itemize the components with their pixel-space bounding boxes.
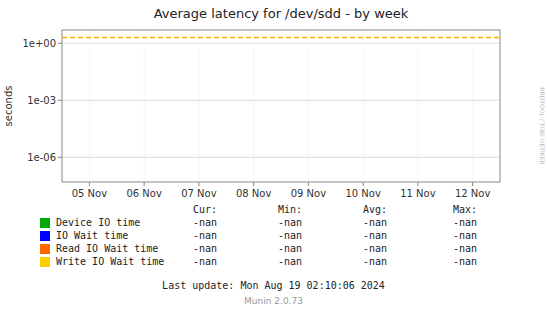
x-tick <box>417 182 418 186</box>
x-tick-label: 10 Nov <box>345 188 381 199</box>
y-tick <box>58 43 62 44</box>
y-tick <box>58 100 62 101</box>
x-grid-line <box>253 30 254 182</box>
credit: Munin 2.0.73 <box>244 296 303 306</box>
x-grid-line <box>308 30 309 182</box>
y-tick <box>58 157 62 158</box>
plot-area <box>62 37 500 38</box>
legend-value: -nan <box>363 230 387 241</box>
reference-line <box>62 37 500 39</box>
y-tick-label: 1e-06 <box>27 152 56 163</box>
title: Average latency for /dev/sdd - by week <box>154 6 409 21</box>
legend-swatch <box>40 218 50 228</box>
legend-entry: Device IO time <box>56 217 140 228</box>
x-tick <box>144 182 145 186</box>
x-tick-label: 07 Nov <box>181 188 217 199</box>
legend-value: -nan <box>363 243 387 254</box>
legend-value: -nan <box>363 256 387 267</box>
legend-value: -nan <box>278 230 302 241</box>
x-grid-line <box>417 30 418 182</box>
x-tick <box>198 182 199 186</box>
legend-column-header: Max: <box>453 204 477 215</box>
legend-entry: Read IO Wait time <box>56 243 158 254</box>
x-tick-label: 12 Nov <box>455 188 491 199</box>
x-grid-line <box>363 30 364 182</box>
legend-value: -nan <box>278 256 302 267</box>
chart: Average latency for /dev/sdd - by week 1e… <box>0 0 547 311</box>
y-grid-line <box>62 43 500 44</box>
x-tick <box>472 182 473 186</box>
x-tick <box>363 182 364 186</box>
legend-value: -nan <box>363 217 387 228</box>
x-grid-line <box>89 30 90 182</box>
legend-value: -nan <box>193 217 217 228</box>
y-tick-label: 1e+00 <box>22 38 56 49</box>
x-tick-label: 11 Nov <box>400 188 436 199</box>
legend-swatch <box>40 231 50 241</box>
legend-value: -nan <box>278 217 302 228</box>
legend-value: -nan <box>453 243 477 254</box>
y-grid-line <box>62 100 500 101</box>
y-grid-line <box>62 157 500 158</box>
legend-column-header: Cur: <box>193 204 217 215</box>
x-grid-line <box>198 30 199 182</box>
x-tick <box>253 182 254 186</box>
x-grid-line <box>472 30 473 182</box>
x-tick-label: 08 Nov <box>236 188 272 199</box>
legend-value: -nan <box>453 217 477 228</box>
legend-swatch <box>40 257 50 267</box>
x-tick <box>308 182 309 186</box>
legend-value: -nan <box>193 230 217 241</box>
y-tick-label: 1e-03 <box>27 95 56 106</box>
x-tick-label: 05 Nov <box>72 188 108 199</box>
x-tick <box>89 182 90 186</box>
legend-column-header: Min: <box>278 204 302 215</box>
legend-value: -nan <box>193 256 217 267</box>
watermark: RRDTOOL / TOBI OETIKER <box>539 87 546 164</box>
x-tick-label: 06 Nov <box>126 188 162 199</box>
y-axis-label: seconds <box>3 86 14 127</box>
legend-value: -nan <box>278 243 302 254</box>
legend-value: -nan <box>453 230 477 241</box>
legend-swatch <box>40 244 50 254</box>
plot-frame <box>62 30 500 182</box>
x-grid-line <box>144 30 145 182</box>
legend-entry: IO Wait time <box>56 230 128 241</box>
legend-value: -nan <box>453 256 477 267</box>
footer: Last update: Mon Aug 19 02:10:06 2024 <box>162 280 385 291</box>
grid <box>62 30 500 182</box>
legend-entry: Write IO Wait time <box>56 256 164 267</box>
x-tick-label: 09 Nov <box>291 188 327 199</box>
legend-column-header: Avg: <box>363 204 387 215</box>
legend-value: -nan <box>193 243 217 254</box>
